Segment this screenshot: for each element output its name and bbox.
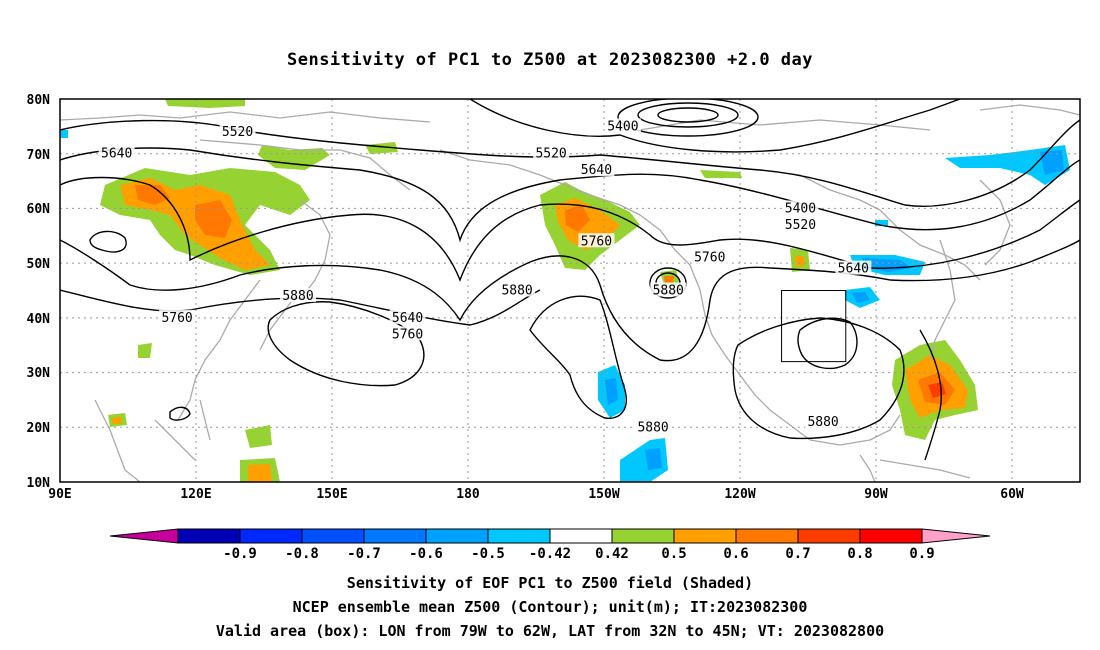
- figure-title: Sensitivity of PC1 to Z500 at 2023082300…: [286, 50, 813, 70]
- valid-area-box: [781, 290, 847, 363]
- contour-label: 5880: [282, 289, 313, 304]
- colorbar: -0.9 -0.8 -0.7 -0.6 -0.5 -0.42 0.42 0.5 0.6 0.7 0.…: [109, 528, 991, 562]
- caption-line-1: Sensitivity of EOF PC1 to Z500 field (Sh…: [346, 574, 754, 592]
- contour-label: 5520: [222, 125, 253, 140]
- colorbar-label: 0.5: [661, 546, 686, 562]
- contour-label-bg: [578, 162, 615, 177]
- colorbar-swatch: [425, 528, 489, 544]
- contour-label-bg: [499, 282, 536, 297]
- lat-tick-label: 70N: [27, 148, 51, 163]
- negative-region-labrador: [945, 145, 1070, 185]
- contour-label-bg: [650, 282, 687, 297]
- contour-label-bg: [782, 216, 819, 231]
- colorbar-swatch: [177, 528, 241, 544]
- colorbar-swatch: [735, 528, 799, 544]
- lon-tick-label: 120W: [724, 487, 755, 502]
- contour-label-bg: [159, 309, 196, 324]
- contour-label: 5760: [694, 251, 725, 266]
- contour-label: 5640: [101, 147, 132, 162]
- positive-region-east-asia-peak: [135, 185, 232, 238]
- colorbar-swatch: [859, 528, 923, 544]
- colorbar-label: -0.5: [471, 546, 505, 562]
- contour-label: 5520: [785, 218, 816, 233]
- contour-label-bg: [578, 233, 615, 248]
- contour-label: 5880: [637, 420, 668, 435]
- colorbar-swatch: [363, 528, 427, 544]
- contour-label: 5640: [581, 163, 612, 178]
- lat-tick-label: 80N: [27, 93, 51, 108]
- lon-tick-label: 90W: [864, 487, 888, 502]
- lon-tick-label: 150W: [588, 487, 619, 502]
- lon-tick-label: 150E: [316, 487, 347, 502]
- colorbar-label: -0.42: [529, 546, 571, 562]
- contour-label: 5400: [607, 119, 638, 134]
- contour-label-bg: [219, 123, 256, 138]
- colorbar-label: -0.8: [285, 546, 319, 562]
- colorbar-label: -0.7: [347, 546, 381, 562]
- lon-tick-label: 60W: [1000, 487, 1024, 502]
- colorbar-label: 0.8: [847, 546, 872, 562]
- colorbar-low-arrow: [109, 528, 179, 544]
- contour-label-bg: [835, 260, 872, 275]
- contour-label: 5760: [161, 311, 192, 326]
- z500-contours: [60, 99, 1080, 461]
- caption-line-2: NCEP ensemble mean Z500 (Contour); unit(…: [292, 598, 808, 616]
- lon-tick-label: 180: [456, 487, 480, 502]
- contour-label: 5880: [501, 284, 532, 299]
- colorbar-swatch: [611, 528, 675, 544]
- colorbar-label: 0.9: [909, 546, 934, 562]
- colorbar-label: 0.42: [595, 546, 629, 562]
- contour-label-bg: [782, 200, 819, 215]
- contour-label-bg: [604, 118, 641, 133]
- colorbar-swatch: [239, 528, 303, 544]
- lat-tick-label: 10N: [27, 476, 51, 491]
- contour-label-bg: [805, 413, 842, 428]
- contour-label: 5760: [581, 234, 612, 249]
- colorbar-label: -0.9: [223, 546, 257, 562]
- lon-axis-labels: 90E 120E 150E 180 150W 120W 90W 60W: [48, 487, 1024, 502]
- colorbar-label: -0.6: [409, 546, 443, 562]
- colorbar-swatch: [549, 528, 613, 544]
- contour-label-bg: [533, 145, 570, 160]
- map-frame: [59, 98, 1081, 483]
- contour-label-bg: [691, 249, 728, 264]
- contour-label: 5760: [392, 327, 423, 342]
- caption-line-3: Valid area (box): LON from 79W to 62W, L…: [215, 622, 885, 640]
- contour-label: 5400: [785, 201, 816, 216]
- contour-label-bg: [389, 326, 426, 341]
- lat-tick-label: 20N: [27, 421, 51, 436]
- contour-label: 5640: [838, 262, 869, 277]
- contour-label: 5880: [807, 415, 838, 430]
- contour-label-bg: [98, 145, 135, 160]
- gridlines: [60, 99, 1080, 482]
- contour-label: 5520: [535, 147, 566, 162]
- lat-axis-labels: 80N 70N 60N 50N 40N 30N 20N 10N: [27, 93, 51, 491]
- colorbar-swatch: [797, 528, 861, 544]
- lat-tick-label: 30N: [27, 366, 51, 381]
- coastlines: [60, 104, 1080, 482]
- lat-tick-label: 60N: [27, 202, 51, 217]
- lon-tick-label: 120E: [180, 487, 211, 502]
- lon-tick-label: 90E: [48, 487, 71, 502]
- contour-label: 5640: [392, 311, 423, 326]
- contour-label-bg: [635, 419, 672, 434]
- positive-region-arctic: [165, 99, 245, 108]
- contour-labels: 5520564054005520564057605760588056405760…: [98, 118, 872, 435]
- colorbar-swatch: [673, 528, 737, 544]
- lat-tick-label: 40N: [27, 312, 51, 327]
- colorbar-swatch: [487, 528, 551, 544]
- colorbar-label: 0.7: [785, 546, 810, 562]
- contour-label: 5880: [653, 284, 684, 299]
- colorbar-high-arrow: [921, 528, 991, 544]
- lat-tick-label: 50N: [27, 257, 51, 272]
- contour-label-bg: [389, 309, 426, 324]
- colorbar-label: 0.6: [723, 546, 748, 562]
- colorbar-swatch: [301, 528, 365, 544]
- contour-label-bg: [280, 287, 316, 302]
